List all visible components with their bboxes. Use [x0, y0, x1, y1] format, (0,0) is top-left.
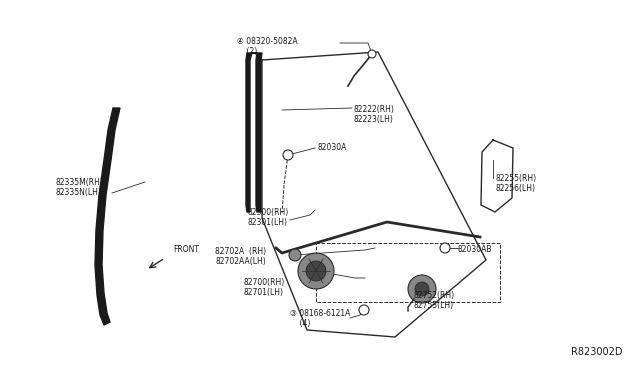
Text: 82222(RH)
82223(LH): 82222(RH) 82223(LH) [354, 105, 395, 124]
Text: 82752(RH)
82753(LH): 82752(RH) 82753(LH) [414, 291, 455, 310]
Circle shape [359, 305, 369, 315]
Circle shape [298, 253, 334, 289]
Circle shape [415, 282, 429, 296]
Polygon shape [95, 108, 120, 325]
Circle shape [283, 150, 293, 160]
Circle shape [306, 261, 326, 281]
Polygon shape [246, 53, 262, 212]
Text: 82335M(RH)
82335N(LH): 82335M(RH) 82335N(LH) [55, 178, 103, 198]
Text: 82700(RH)
82701(LH): 82700(RH) 82701(LH) [243, 278, 284, 297]
Text: 82300(RH)
82301(LH): 82300(RH) 82301(LH) [247, 208, 288, 227]
Circle shape [368, 50, 376, 58]
Text: 82030AB: 82030AB [458, 245, 493, 254]
Text: 82030A: 82030A [318, 143, 348, 152]
Circle shape [289, 249, 301, 261]
Text: 82255(RH)
82256(LH): 82255(RH) 82256(LH) [496, 174, 537, 193]
Text: 82702A  (RH)
82702AA(LH): 82702A (RH) 82702AA(LH) [215, 247, 266, 266]
Text: R823002D: R823002D [570, 347, 622, 357]
Text: FRONT: FRONT [173, 245, 199, 254]
Text: ④ 08320-5082A
    (2): ④ 08320-5082A (2) [237, 37, 298, 57]
Text: ③ 08168-6121A
    (4): ③ 08168-6121A (4) [290, 309, 350, 328]
Circle shape [440, 243, 450, 253]
Circle shape [408, 275, 436, 303]
